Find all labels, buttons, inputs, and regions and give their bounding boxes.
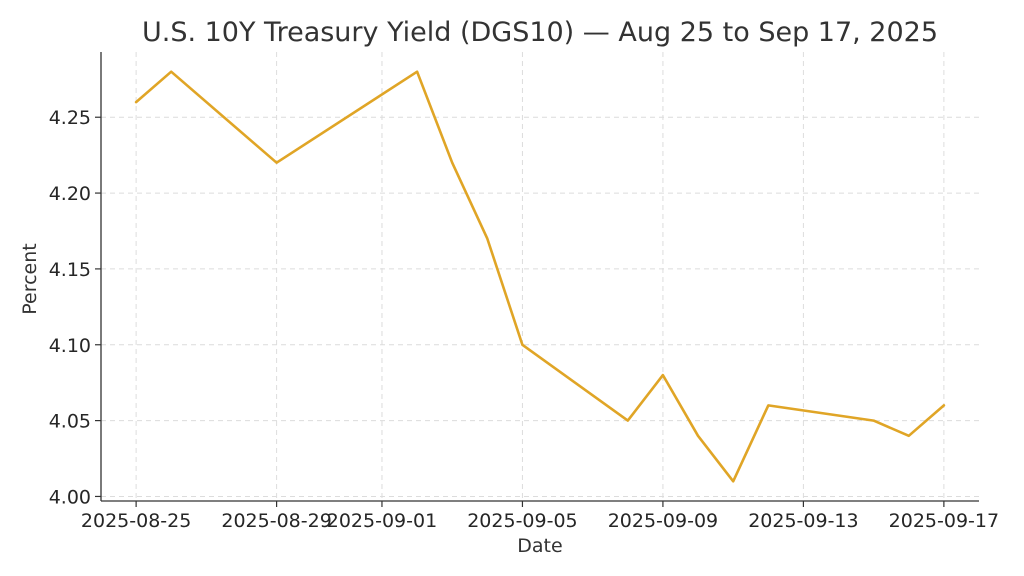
x-tick-label: 2025-08-25 bbox=[81, 510, 191, 532]
x-tick-label: 2025-09-17 bbox=[889, 510, 999, 532]
series bbox=[134, 70, 946, 483]
grid bbox=[101, 52, 979, 501]
x-axis-label: Date bbox=[517, 535, 562, 557]
x-tick-label: 2025-09-09 bbox=[608, 510, 718, 532]
y-tick-label: 4.20 bbox=[49, 183, 91, 205]
y-tick-label: 4.25 bbox=[49, 107, 91, 129]
x-tick-label: 2025-08-29 bbox=[221, 510, 331, 532]
y-ticks: 4.00 4.05 4.10 4.15 4.20 4.25 bbox=[49, 107, 101, 508]
y-tick-label: 4.00 bbox=[49, 486, 91, 508]
chart-title: U.S. 10Y Treasury Yield (DGS10) — Aug 25… bbox=[142, 17, 938, 48]
x-tick-label: 2025-09-01 bbox=[327, 510, 437, 532]
y-tick-label: 4.10 bbox=[49, 335, 91, 357]
x-tick-label: 2025-09-05 bbox=[467, 510, 577, 532]
y-axis-label: Percent bbox=[19, 243, 41, 315]
x-tick-label: 2025-09-13 bbox=[748, 510, 858, 532]
series-line bbox=[134, 70, 946, 483]
y-tick-label: 4.15 bbox=[49, 259, 91, 281]
y-tick-label: 4.05 bbox=[49, 411, 91, 433]
axes bbox=[100, 52, 979, 502]
